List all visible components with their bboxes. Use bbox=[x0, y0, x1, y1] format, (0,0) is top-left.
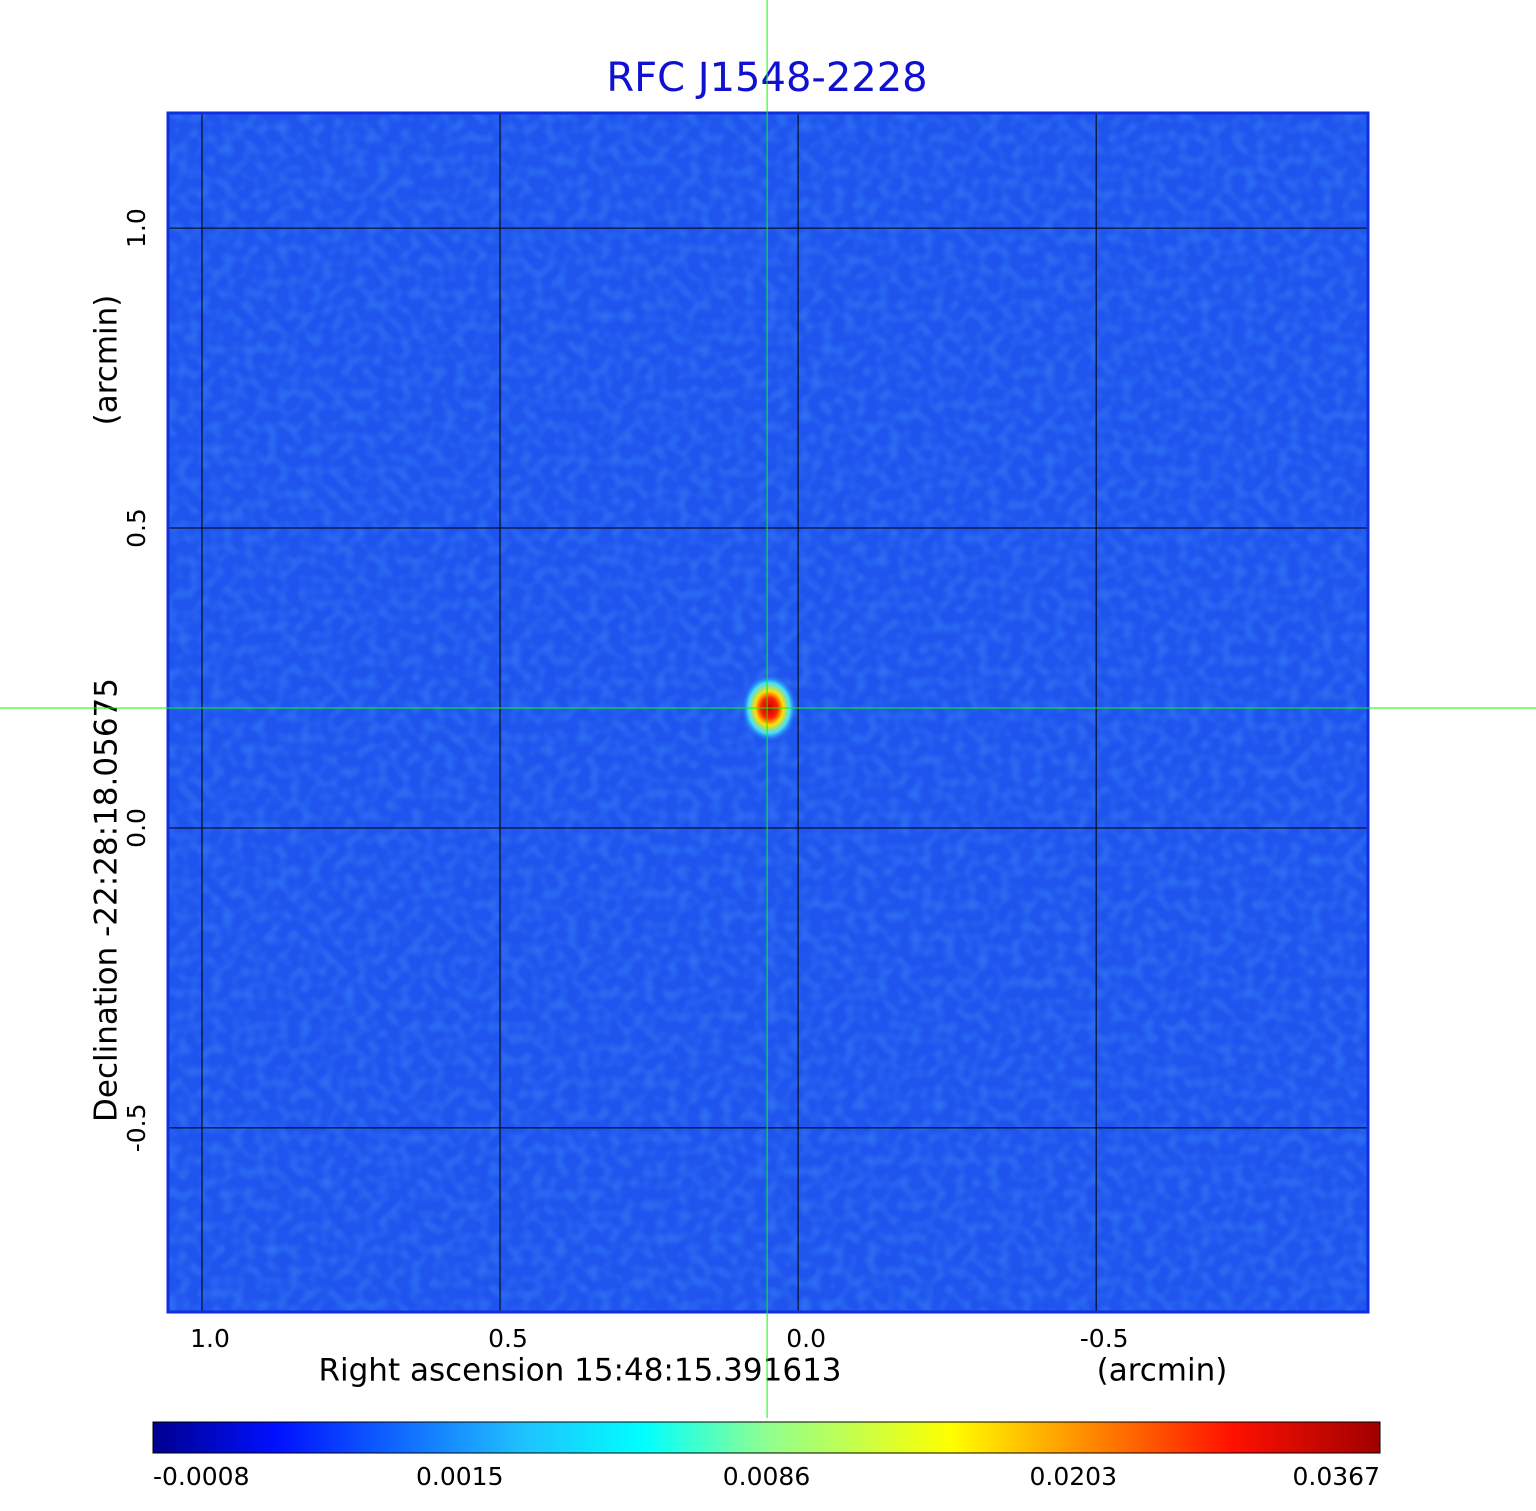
y-axis-unit: (arcmin) bbox=[89, 295, 125, 426]
x-tick-label: 0.5 bbox=[488, 1324, 528, 1353]
x-tick-label: 0.0 bbox=[786, 1324, 826, 1353]
y-tick-label: 0.0 bbox=[122, 808, 151, 848]
colorbar-tick-label: 0.0367 bbox=[1293, 1462, 1380, 1491]
y-tick-label: 0.5 bbox=[122, 508, 151, 548]
colorbar-tick-label: -0.0008 bbox=[153, 1462, 250, 1491]
x-tick-label: -0.5 bbox=[1080, 1324, 1129, 1353]
y-tick-label: 1.0 bbox=[122, 208, 151, 248]
y-axis-label: Declination -22:28:18.05675 bbox=[89, 678, 125, 1122]
y-tick-label: -0.5 bbox=[122, 1103, 151, 1152]
x-axis-label: Right ascension 15:48:15.391613 bbox=[318, 1353, 841, 1389]
colorbar-tick-label: 0.0203 bbox=[1030, 1462, 1117, 1491]
plot-frame bbox=[166, 111, 1370, 1314]
colorbar bbox=[152, 1421, 1381, 1454]
colorbar-tick-label: 0.0086 bbox=[723, 1462, 810, 1491]
colorbar-tick-label: 0.0015 bbox=[416, 1462, 503, 1491]
x-axis-unit: (arcmin) bbox=[1097, 1353, 1228, 1389]
x-tick-label: 1.0 bbox=[190, 1324, 230, 1353]
